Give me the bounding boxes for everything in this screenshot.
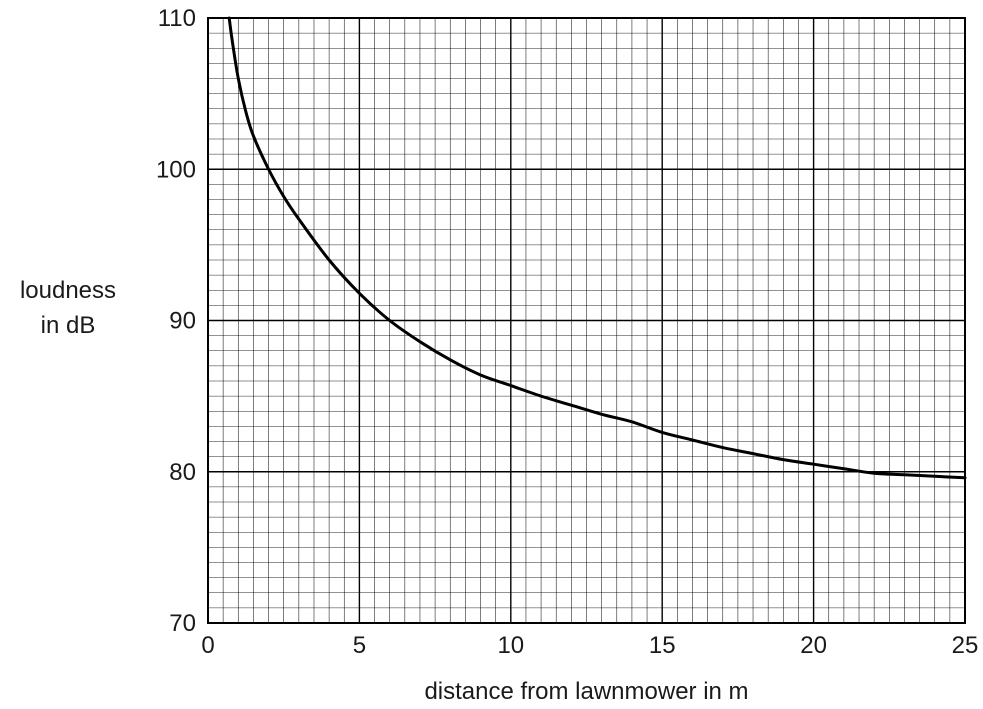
y-tick-label: 110	[158, 5, 196, 32]
x-tick-label: 10	[497, 632, 524, 659]
x-axis-label: distance from lawnmower in m	[424, 678, 748, 705]
curve-layer	[227, 16, 967, 480]
y-tick-label: 90	[169, 308, 196, 335]
x-tick-labels: 0 5 10 15 20 25	[201, 632, 978, 659]
x-tick-label: 0	[201, 632, 214, 659]
y-tick-labels: 70 80 90 100 110	[156, 5, 196, 637]
y-axis-label-line-2: in dB	[41, 312, 96, 339]
x-tick-label: 25	[952, 632, 979, 659]
loudness-curve	[227, 16, 967, 480]
y-axis-label-line-1: loudness	[20, 277, 116, 304]
y-tick-label: 100	[156, 156, 196, 183]
x-tick-label: 20	[800, 632, 827, 659]
y-tick-label: 70	[169, 610, 196, 637]
x-tick-label: 15	[649, 632, 676, 659]
plot-frame	[207, 17, 966, 624]
x-tick-label: 5	[353, 632, 366, 659]
y-tick-label: 80	[169, 459, 196, 486]
